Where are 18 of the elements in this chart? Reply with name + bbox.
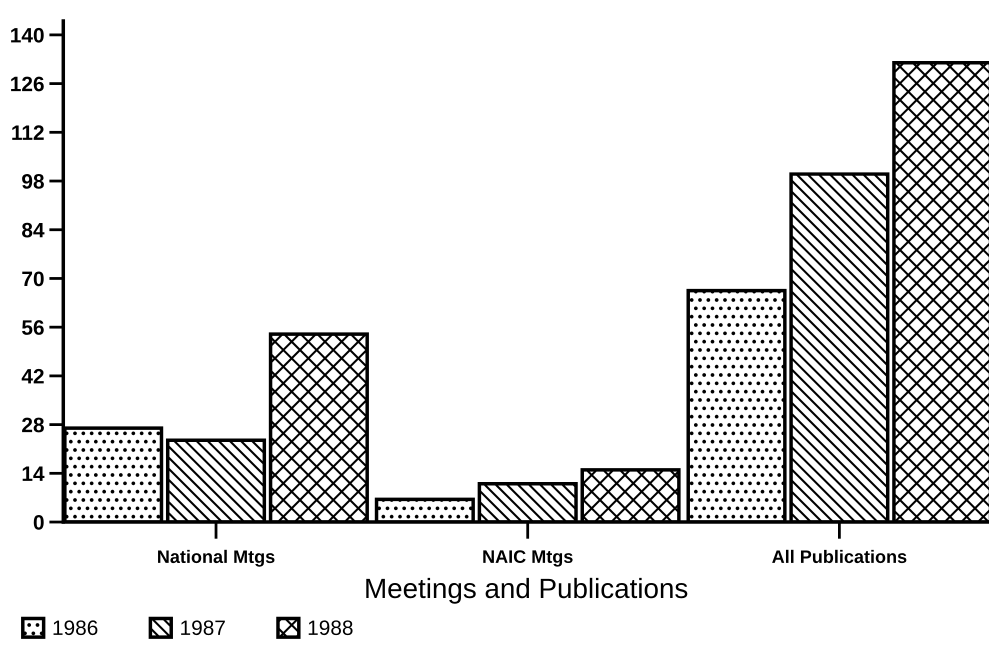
y-tick-label: 28 — [22, 418, 44, 432]
y-tick-label: 98 — [22, 174, 44, 189]
y-tick-label: 140 — [11, 28, 44, 43]
y-tick-label: 126 — [11, 76, 44, 92]
x-tick-label: All Publications — [772, 550, 906, 564]
y-tick-label: 84 — [22, 222, 44, 238]
x-tick-label: National Mtgs — [158, 550, 274, 567]
y-tick-label: 112 — [12, 125, 44, 140]
x-axis-title: Meetings and Publications — [366, 578, 688, 604]
legend-label: 1986 — [54, 620, 98, 636]
legend-label: 1987 — [181, 620, 225, 636]
y-tick-label: 0 — [34, 515, 44, 530]
y-tick-label: 14 — [22, 466, 44, 481]
x-tick-label: NAIC Mtgs — [483, 550, 573, 567]
y-tick-label: 42 — [22, 368, 44, 384]
y-tick-label: 56 — [22, 320, 44, 335]
legend-label: 1988 — [308, 620, 353, 636]
y-tick-label: 70 — [22, 271, 44, 286]
